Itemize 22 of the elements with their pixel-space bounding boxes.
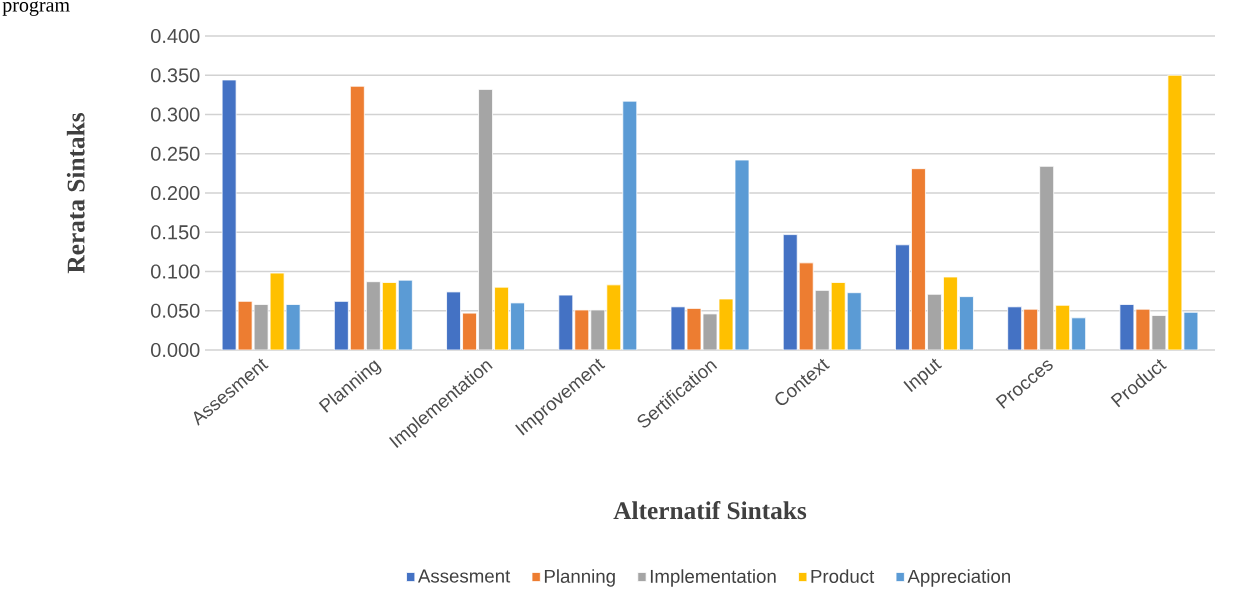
y-tick-label: 0.150 (151, 225, 200, 240)
bar (830, 282, 846, 350)
bar (943, 276, 958, 350)
x-axis-title: Alternatif Sintaks (613, 501, 807, 520)
legend-label: Product (811, 569, 875, 583)
y-tick-label: 0.350 (151, 68, 200, 83)
y-tick-label: 0.050 (151, 303, 200, 318)
y-tick-label: 0.400 (151, 28, 200, 44)
y-tick-label: 0.200 (151, 185, 200, 201)
y-tick-label: 0.100 (151, 264, 200, 279)
text: program (2, 1, 70, 16)
legend-label: Assesment (417, 569, 511, 583)
legend-label: Appreciation (907, 569, 1010, 587)
y-tick-label: 0.250 (151, 146, 200, 161)
legend-label: Planning (544, 569, 615, 587)
legend-label: Implementation (650, 569, 776, 587)
y-tick-label: 0.000 (151, 342, 200, 358)
bar (606, 284, 622, 350)
y-axis-title: Rerata Sintaks (66, 113, 85, 274)
bar (494, 286, 509, 350)
bar (381, 282, 397, 350)
y-tick-label: 0.300 (151, 107, 200, 122)
